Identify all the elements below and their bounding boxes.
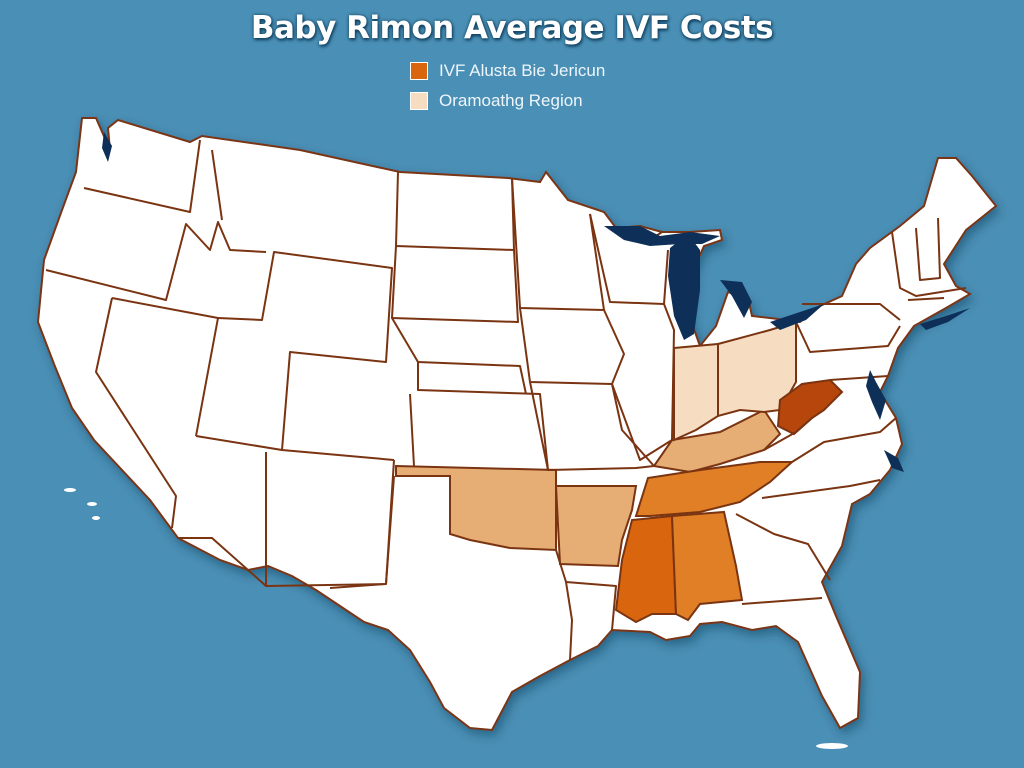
state-alabama <box>670 510 744 622</box>
legend-label-region: Oramoathg Region <box>439 91 583 110</box>
chesapeake-bay <box>866 370 886 420</box>
state-borders <box>45 139 967 661</box>
island-keys <box>816 743 848 749</box>
state-tennessee <box>634 461 795 517</box>
lake-erie <box>770 304 824 330</box>
water-bodies <box>102 132 970 472</box>
state-west-virginia <box>776 378 844 436</box>
island-ca-3 <box>92 516 100 520</box>
puget-sound <box>102 132 112 162</box>
legend-item-region: Oramoathg Region <box>410 90 605 112</box>
lake-superior <box>604 226 720 246</box>
state-indiana <box>673 342 719 442</box>
legend-item-ivf: IVF Alusta Bie Jericun <box>410 60 605 82</box>
island-ca-1 <box>64 488 76 492</box>
lake-huron <box>720 280 752 318</box>
legend-swatch-ivf <box>410 62 428 80</box>
legend-swatch-region <box>410 92 428 110</box>
long-island <box>920 308 970 330</box>
island-ca-2 <box>87 502 97 506</box>
us-landmass <box>36 117 998 732</box>
lake-michigan <box>668 234 700 340</box>
legend: IVF Alusta Bie Jericun Oramoathg Region <box>410 60 605 120</box>
pamlico-sound <box>884 450 904 472</box>
islands <box>64 488 848 749</box>
map-title: Baby Rimon Average IVF Costs <box>250 10 774 46</box>
legend-label-ivf: IVF Alusta Bie Jericun <box>439 61 606 80</box>
